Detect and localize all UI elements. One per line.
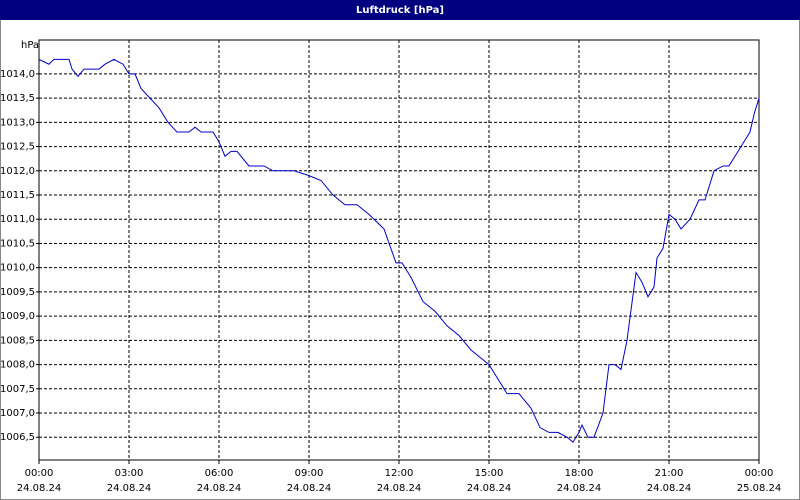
y-tick-label: 1010,0 xyxy=(0,263,35,274)
y-tick-label: 1012,5 xyxy=(0,142,35,153)
x-tick-label: 09:00 xyxy=(295,468,324,479)
x-tick-label: 15:00 xyxy=(475,468,504,479)
y-tick-label: 1008,0 xyxy=(0,360,35,371)
x-tick-date: 24.08.24 xyxy=(107,483,152,494)
x-tick-date: 24.08.24 xyxy=(197,483,242,494)
x-tick-label: 00:00 xyxy=(745,468,774,479)
y-tick-label: 1006,5 xyxy=(0,432,35,443)
chart-title: Luftdruck [hPa] xyxy=(356,5,444,16)
x-tick-label: 06:00 xyxy=(205,468,234,479)
y-tick-label: 1009,5 xyxy=(0,287,35,298)
y-tick-label: 1011,5 xyxy=(0,190,35,201)
y-tick-label: 1013,0 xyxy=(0,117,35,128)
y-tick-label: 1007,0 xyxy=(0,408,35,419)
y-tick-label: 1011,0 xyxy=(0,214,35,225)
y-tick-label: 1014,0 xyxy=(0,69,35,80)
y-tick-label: 1013,5 xyxy=(0,93,35,104)
x-tick-label: 18:00 xyxy=(565,468,594,479)
y-tick-label: 1008,5 xyxy=(0,335,35,346)
y-tick-label: 1007,5 xyxy=(0,384,35,395)
y-tick-label: 1009,0 xyxy=(0,311,35,322)
x-tick-label: 12:00 xyxy=(385,468,414,479)
title-bar xyxy=(0,0,800,20)
x-tick-label: 00:00 xyxy=(25,468,54,479)
y-axis-label: hPa xyxy=(21,40,39,51)
y-tick-label: 1010,5 xyxy=(0,238,35,249)
x-tick-date: 24.08.24 xyxy=(377,483,422,494)
data-line xyxy=(38,58,760,443)
y-tick-label: 1012,0 xyxy=(0,166,35,177)
x-tick-date: 24.08.24 xyxy=(557,483,602,494)
x-tick-date: 24.08.24 xyxy=(287,483,332,494)
x-tick-date: 24.08.24 xyxy=(17,483,62,494)
x-tick-date: 25.08.24 xyxy=(737,483,782,494)
x-tick-date: 24.08.24 xyxy=(647,483,692,494)
x-tick-date: 24.08.24 xyxy=(467,483,512,494)
x-tick-label: 21:00 xyxy=(655,468,684,479)
x-tick-label: 03:00 xyxy=(115,468,144,479)
